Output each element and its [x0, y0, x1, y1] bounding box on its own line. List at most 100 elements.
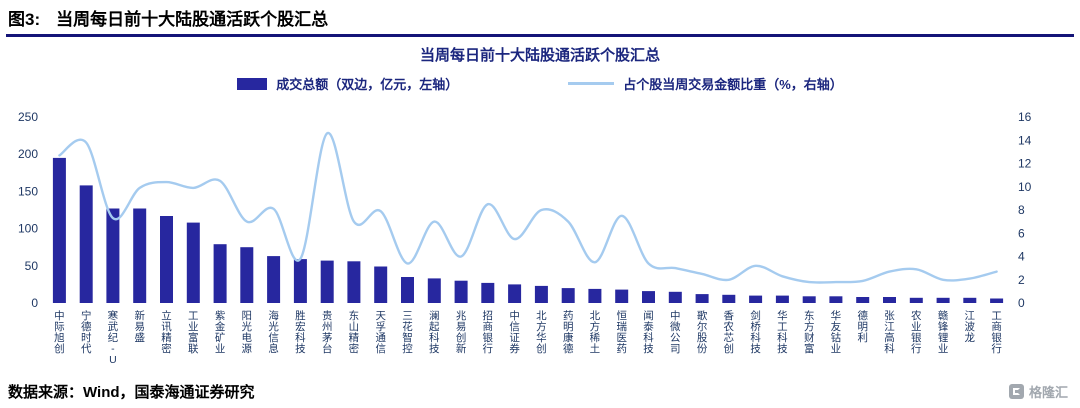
right-axis-tick: 6 [1018, 226, 1025, 240]
right-axis-tick: 4 [1018, 250, 1025, 264]
x-axis-label: 紫金矿业 [215, 310, 226, 355]
right-axis-tick: 2 [1018, 273, 1025, 287]
x-axis-label: 农业银行 [911, 309, 922, 355]
x-axis-label: 药明康德 [563, 310, 574, 355]
right-axis-tick: 0 [1018, 296, 1025, 310]
x-axis-label: 工业富联 [188, 310, 199, 355]
bar [990, 298, 1004, 303]
chart: 当周每日前十大陆股通活跃个股汇总 成交总额（双边，亿元，左轴） 占个股当周交易金… [0, 44, 1080, 369]
legend-item-bar: 成交总额（双边，亿元，左轴） [237, 74, 458, 93]
bar [829, 296, 843, 303]
bar [401, 277, 414, 303]
legend-label-line: 占个股当周交易金额比重（%，右轴） [623, 77, 843, 92]
bar [79, 185, 93, 303]
left-axis-tick: 250 [18, 110, 38, 124]
x-axis-label: 中信证券 [509, 309, 520, 355]
left-axis-tick: 100 [18, 222, 38, 236]
bar [186, 222, 200, 303]
bar [695, 294, 709, 303]
bar [561, 288, 575, 303]
bar [427, 278, 441, 303]
left-axis-tick: 150 [18, 184, 38, 198]
figure-footer: 数据来源：Wind，国泰海通证券研究 格隆汇 [0, 381, 1080, 402]
bar [454, 280, 468, 303]
x-axis-label: 歌尔股份 [697, 309, 708, 355]
x-axis-label: 闻泰科技 [643, 309, 654, 355]
bar [722, 294, 736, 303]
bar [802, 296, 816, 303]
chart-title: 当周每日前十大陆股通活跃个股汇总 [419, 47, 660, 64]
x-axis-label: 张江高科 [884, 310, 895, 355]
chart-legend: 成交总额（双边，亿元，左轴） 占个股当周交易金额比重（%，右轴） [0, 74, 1080, 93]
bar [775, 295, 789, 303]
x-axis-label: 中微公司 [670, 309, 681, 355]
line-series-swatch [568, 82, 615, 85]
right-axis-tick: 16 [1018, 110, 1032, 124]
bar [240, 247, 254, 303]
bar [213, 244, 227, 303]
line-path [58, 132, 998, 284]
x-axis-label: 天孚通信 [375, 310, 386, 355]
x-axis-label: 赣锋锂业 [938, 309, 949, 355]
left-axis-tick: 50 [25, 259, 39, 273]
x-axis-label: 阳光电源 [242, 310, 253, 355]
bar [481, 282, 495, 303]
bar-series-swatch [237, 77, 268, 90]
x-axis-label: 胜宏科技 [295, 310, 306, 355]
x-axis-label: 澜起科技 [429, 309, 440, 355]
x-axis-label: 三花智控 [402, 310, 413, 355]
x-axis-label: 东山精密 [349, 309, 360, 355]
x-axis-label: 华工科技 [777, 309, 788, 355]
x-axis-label: 宁德时代 [81, 309, 92, 355]
plot-area: 0 50 100 150 200 250 0 2 4 6 8 10 12 14 16 中际旭创 宁德时代 寒武纪-… [18, 110, 1032, 366]
bar [160, 216, 173, 303]
x-axis-label: 北方华创 [536, 310, 547, 355]
bar [668, 291, 682, 303]
figure-header-title: 当周每日前十大陆股通活跃个股汇总 [56, 10, 329, 29]
x-axis-label: 立讯精密 [161, 309, 172, 355]
x-axis-label: 新易盛 [134, 309, 145, 344]
bar [52, 157, 66, 303]
x-axis-label: 招商银行 [483, 309, 494, 355]
data-source: 数据来源：Wind，国泰海通证券研究 [8, 384, 255, 401]
left-axis-tick: 0 [31, 296, 38, 310]
right-axis-tick: 12 [1018, 157, 1032, 171]
figure-label: 图3: [8, 10, 41, 29]
x-axis-label: 恒瑞医药 [616, 309, 627, 355]
bar [508, 284, 522, 303]
x-axis-label: 江波龙 [965, 310, 976, 344]
bar [856, 297, 870, 303]
bar [320, 260, 334, 303]
left-axis-tick: 200 [18, 147, 38, 161]
bar [106, 208, 120, 303]
gelonghui-logo-icon [1008, 384, 1024, 399]
gelonghui-logo-glyph [1012, 388, 1020, 395]
right-axis-tick: 14 [1018, 133, 1032, 147]
right-axis-tick: 10 [1018, 180, 1032, 194]
bar [133, 208, 147, 303]
bar [293, 259, 307, 303]
x-axis-label: 剑桥科技 [750, 309, 761, 355]
x-axis-label: 工商银行 [991, 310, 1002, 355]
bar [883, 297, 896, 303]
bar [936, 297, 950, 303]
x-axis-label: 中际旭创 [54, 309, 65, 355]
bar [534, 285, 548, 303]
bar [267, 256, 281, 303]
gelonghui-logo-text: 格隆汇 [1028, 385, 1068, 400]
bar [615, 289, 629, 303]
x-axis-label: 德明利 [857, 309, 868, 344]
x-axis-label: 寒武纪-U [108, 309, 119, 366]
bar [909, 297, 923, 303]
bar [963, 297, 977, 303]
legend-item-line: 占个股当周交易金额比重（%，右轴） [568, 74, 843, 93]
x-axis-label: 华友钴业 [831, 309, 842, 355]
x-axis-label: 贵州茅台 [322, 309, 333, 355]
figure-header: 图3: 当周每日前十大陆股通活跃个股汇总 [0, 0, 1080, 30]
x-axis-label: 兆易创新 [456, 310, 467, 355]
bar [749, 295, 763, 303]
bar [347, 261, 361, 303]
bar [642, 291, 655, 303]
right-axis-tick: 8 [1018, 203, 1025, 217]
